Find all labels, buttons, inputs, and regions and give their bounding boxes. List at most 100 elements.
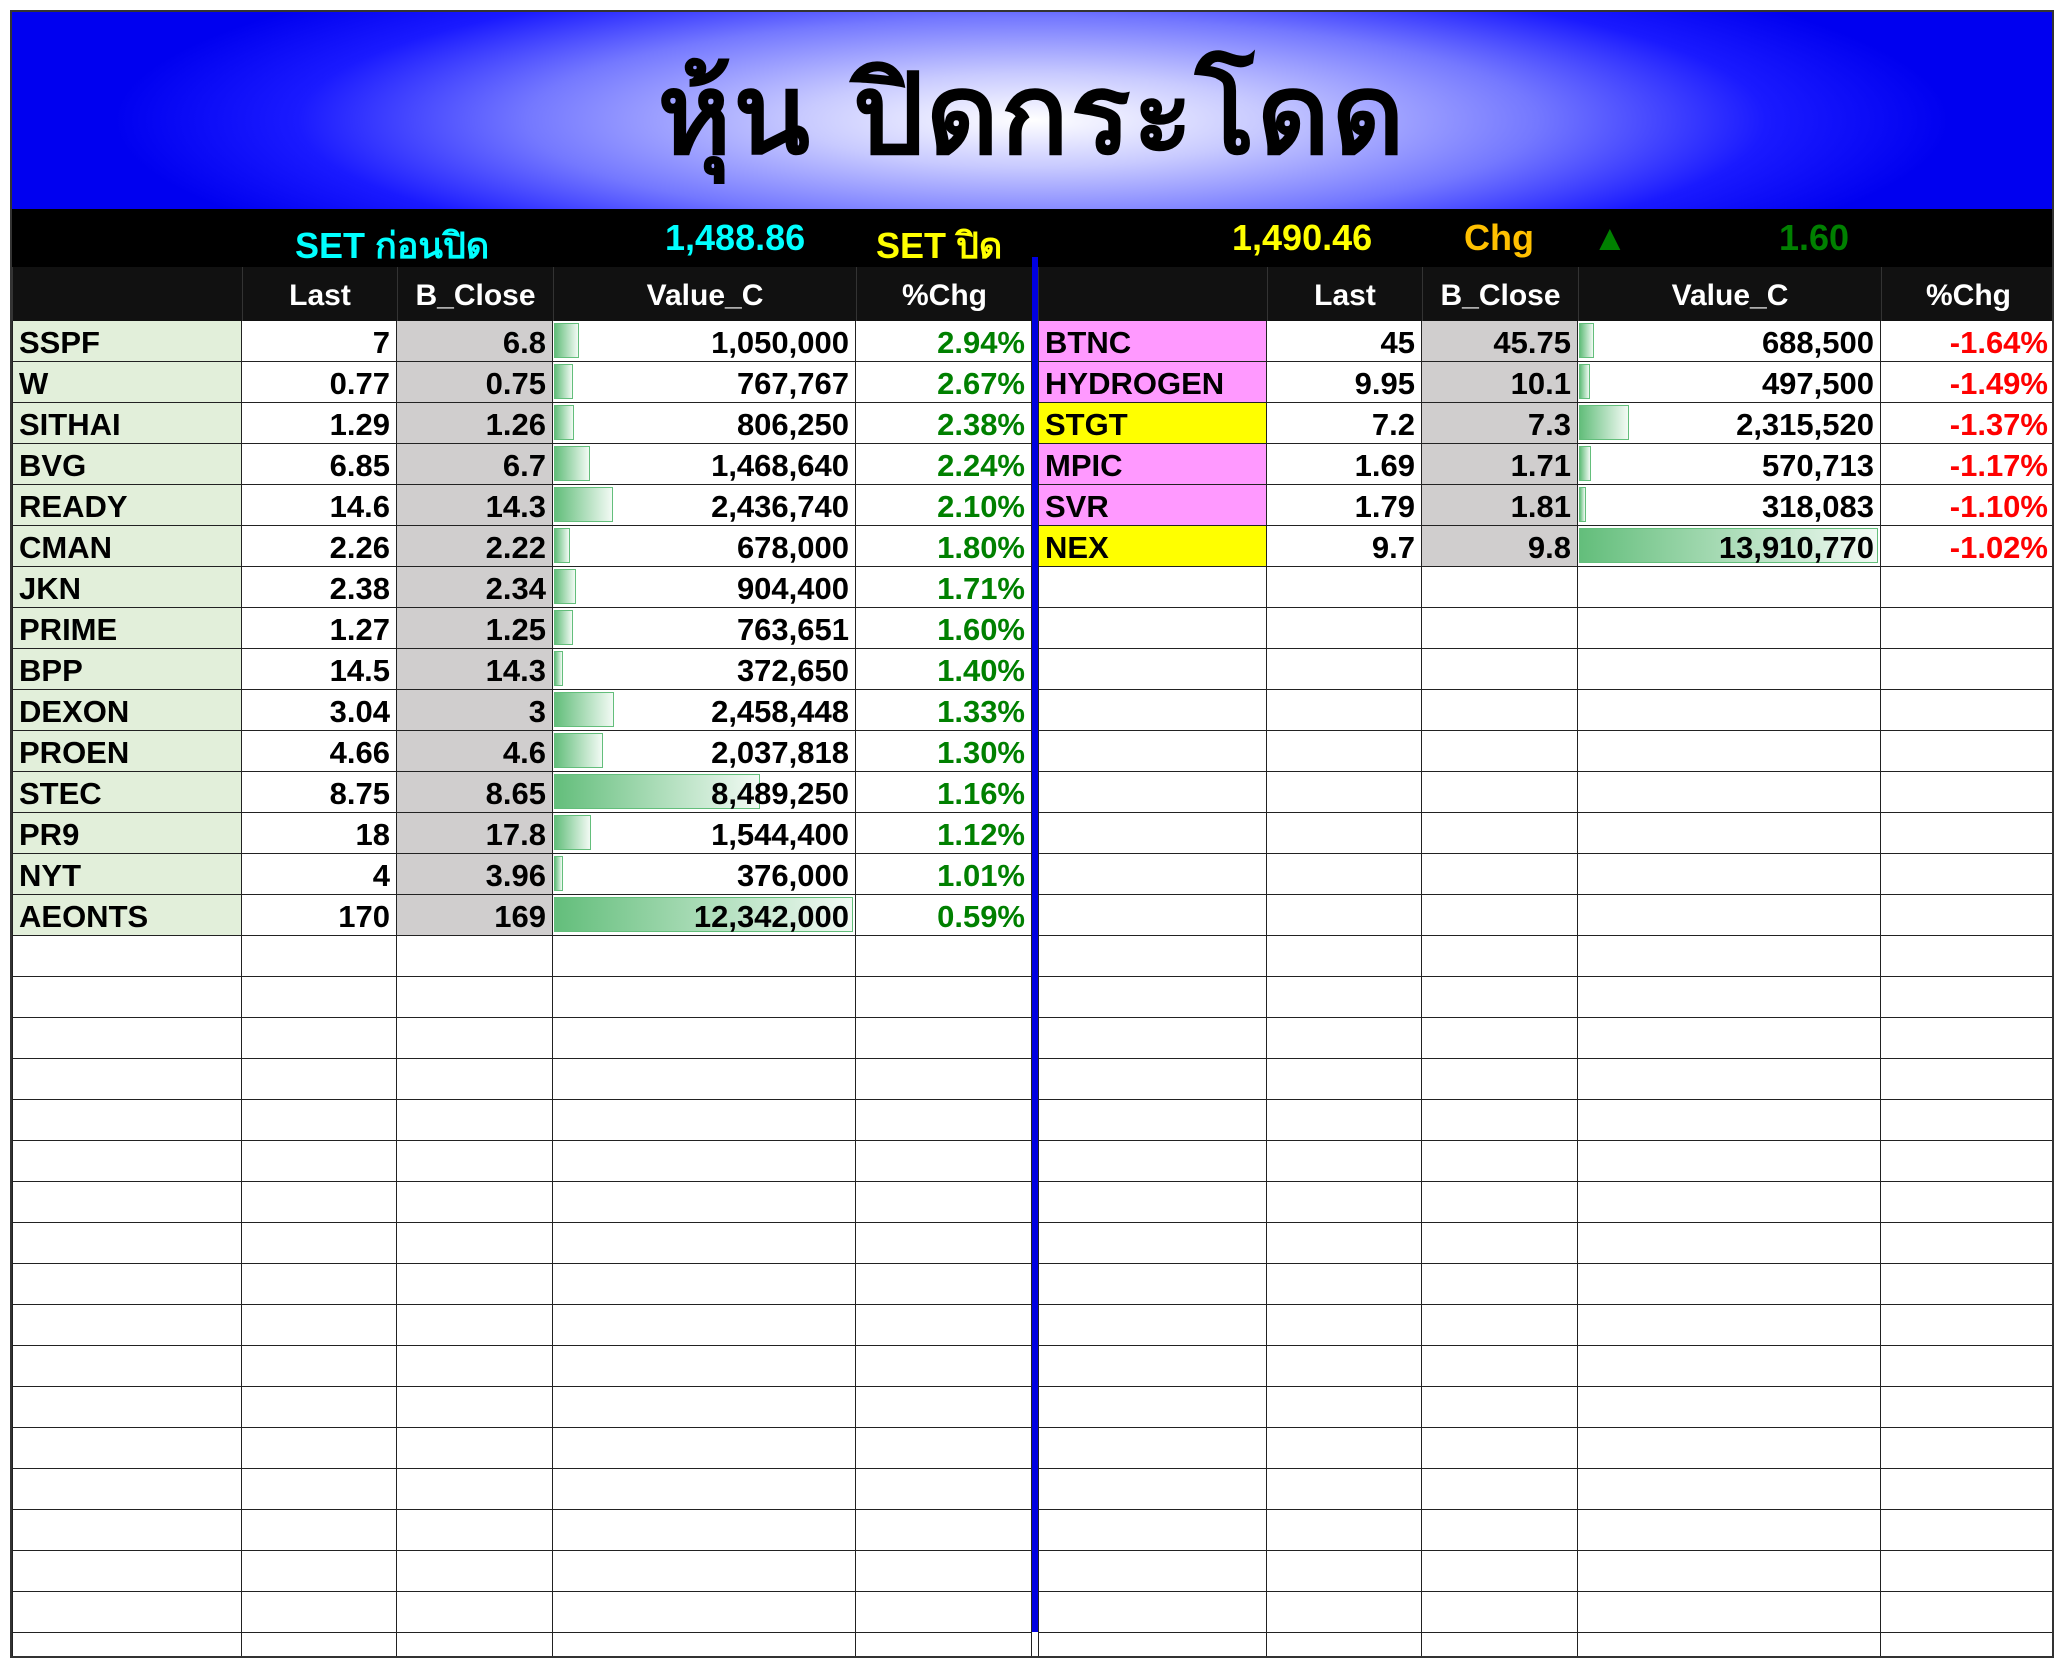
cell-pct (856, 1592, 1032, 1633)
cell-b-close (1422, 1264, 1578, 1305)
cell-text: 6.7 (502, 448, 546, 483)
cell-b-close (1422, 1305, 1578, 1346)
cell-symbol: PROEN (12, 731, 242, 772)
cell-pct (1881, 1264, 2052, 1305)
cell-b-close (1422, 1346, 1578, 1387)
cell-text: 170 (338, 899, 390, 934)
table-row[interactable]: BVG 6.85 6.7 1,468,640 2.24% (12, 444, 1032, 485)
cell-value-c: 2,458,448 (553, 690, 856, 731)
cell-symbol (12, 1469, 242, 1510)
table-row[interactable]: SITHAI 1.29 1.26 806,250 2.38% (12, 403, 1032, 444)
cell-pct (1881, 1182, 2052, 1223)
empty-row (12, 1264, 1032, 1305)
cell-symbol (12, 1592, 242, 1633)
cell-value-c: 678,000 (553, 526, 856, 567)
cell-pct (1881, 649, 2052, 690)
table-row[interactable]: SSPF 7 6.8 1,050,000 2.94% (12, 321, 1032, 362)
value-data-bar (1579, 446, 1592, 481)
cell-last: 1.79 (1267, 485, 1422, 526)
cell-text: 3 (528, 694, 546, 729)
cell-symbol: W (12, 362, 242, 403)
cell-b-close: 2.22 (397, 526, 553, 567)
table-row[interactable]: BTNC 45 45.75 688,500 -1.64% (1038, 321, 2052, 362)
table-row[interactable]: MPIC 1.69 1.71 570,713 -1.17% (1038, 444, 2052, 485)
cell-symbol: NEX (1038, 526, 1267, 567)
table-row[interactable]: DEXON 3.04 3 2,458,448 1.33% (12, 690, 1032, 731)
table-row[interactable]: SVR 1.79 1.81 318,083 -1.10% (1038, 485, 2052, 526)
cell-text: 570,713 (1761, 448, 1874, 483)
table-row[interactable]: PROEN 4.66 4.6 2,037,818 1.30% (12, 731, 1032, 772)
cell-value-c (1578, 1305, 1881, 1346)
cell-text: AEONTS (19, 899, 149, 934)
cell-pct: -1.02% (1881, 526, 2052, 567)
cell-pct (856, 1182, 1032, 1223)
cell-last (242, 1510, 397, 1551)
cell-last (1267, 1305, 1422, 1346)
cell-text: 14.5 (329, 653, 390, 688)
table-row[interactable]: HYDROGEN 9.95 10.1 497,500 -1.49% (1038, 362, 2052, 403)
cell-last (1267, 690, 1422, 731)
cell-text: 4 (372, 858, 390, 893)
table-row[interactable]: NYT 4 3.96 376,000 1.01% (12, 854, 1032, 895)
cell-symbol (1038, 1510, 1267, 1551)
cell-pct: 1.40% (856, 649, 1032, 690)
empty-row (12, 1428, 1032, 1469)
empty-row (12, 1592, 1032, 1633)
table-row[interactable]: AEONTS 170 169 12,342,000 0.59% (12, 895, 1032, 936)
table-row[interactable]: STGT 7.2 7.3 2,315,520 -1.37% (1038, 403, 2052, 444)
table-row[interactable]: W 0.77 0.75 767,767 2.67% (12, 362, 1032, 403)
cell-pct (856, 1469, 1032, 1510)
cell-symbol: READY (12, 485, 242, 526)
cell-text: 2.67% (937, 366, 1025, 401)
cell-symbol (12, 1223, 242, 1264)
cell-text: 376,000 (736, 858, 849, 893)
cell-text: 2,458,448 (711, 694, 849, 729)
value-data-bar (1579, 323, 1594, 358)
header-pct-chg: %Chg (856, 267, 1032, 321)
empty-row (12, 936, 1032, 977)
value-data-bar (554, 856, 564, 891)
table-row[interactable]: PRIME 1.27 1.25 763,651 1.60% (12, 608, 1032, 649)
empty-row (1038, 1633, 2052, 1656)
table-row[interactable]: STEC 8.75 8.65 8,489,250 1.16% (12, 772, 1032, 813)
cell-symbol (12, 1387, 242, 1428)
cell-value-c (553, 936, 856, 977)
cell-text: SVR (1045, 489, 1109, 524)
cell-pct (1881, 731, 2052, 772)
cell-pct (1881, 1059, 2052, 1100)
cell-b-close: 1.81 (1422, 485, 1578, 526)
cell-last (1267, 936, 1422, 977)
cell-text: 12,342,000 (693, 899, 849, 934)
cell-last: 6.85 (242, 444, 397, 485)
cell-value-c: 2,315,520 (1578, 403, 1881, 444)
table-row[interactable]: READY 14.6 14.3 2,436,740 2.10% (12, 485, 1032, 526)
table-row[interactable]: NEX 9.7 9.8 13,910,770 -1.02% (1038, 526, 2052, 567)
table-row[interactable]: CMAN 2.26 2.22 678,000 1.80% (12, 526, 1032, 567)
cell-pct: 2.24% (856, 444, 1032, 485)
set-before-label: SET ก่อนปิด (295, 225, 490, 266)
cell-pct (1881, 1428, 2052, 1469)
cell-last (1267, 813, 1422, 854)
cell-pct: 2.94% (856, 321, 1032, 362)
cell-pct: 1.12% (856, 813, 1032, 854)
empty-row (12, 1100, 1032, 1141)
cell-b-close: 169 (397, 895, 553, 936)
cell-value-c (553, 1551, 856, 1592)
empty-row (1038, 731, 2052, 772)
cell-value-c (1578, 1346, 1881, 1387)
table-row[interactable]: JKN 2.38 2.34 904,400 1.71% (12, 567, 1032, 608)
cell-symbol (12, 936, 242, 977)
cell-value-c (553, 1100, 856, 1141)
cell-value-c: 2,037,818 (553, 731, 856, 772)
cell-text: 6.8 (502, 325, 546, 360)
header-last: Last (242, 267, 397, 321)
table-row[interactable]: BPP 14.5 14.3 372,650 1.40% (12, 649, 1032, 690)
cell-last (1267, 854, 1422, 895)
cell-pct (856, 1633, 1032, 1656)
header-pct-chg: %Chg (1881, 267, 2052, 321)
table-row[interactable]: PR9 18 17.8 1,544,400 1.12% (12, 813, 1032, 854)
cell-pct: 1.30% (856, 731, 1032, 772)
cell-text: 7 (372, 325, 390, 360)
cell-pct (1881, 690, 2052, 731)
empty-row (12, 1141, 1032, 1182)
